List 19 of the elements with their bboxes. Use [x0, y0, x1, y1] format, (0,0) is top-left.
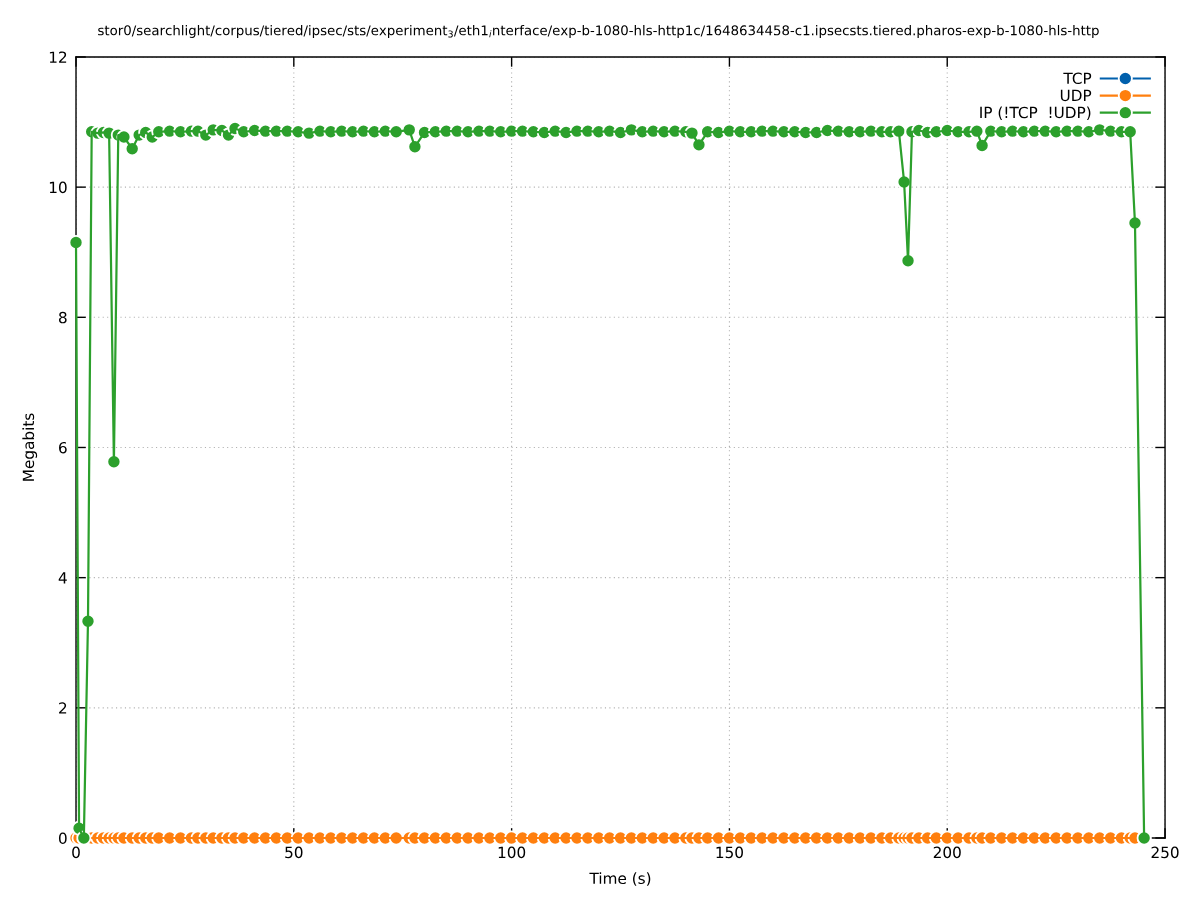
- x-tick-label: 250: [1151, 846, 1179, 859]
- y-tick-label: 2: [59, 702, 67, 714]
- y-axis-title: Megabits: [22, 413, 38, 481]
- legend-label: UDP: [1060, 89, 1092, 102]
- y-tick-label: 12: [49, 51, 67, 63]
- x-tick-label: 0: [72, 846, 80, 859]
- chart-title: stor0/searchlight/corpus/tiered/ipsec/sts/experiment$_{3}$/eth1$_{i}$nterface/exp-b-1080-hls-http1c/1648634458-c1.ipsecsts.tiered.pharos-exp-b-1080-hls-http: [98, 25, 1099, 38]
- x-axis-title: Time (s): [589, 872, 651, 886]
- x-tick-label: 200: [933, 846, 961, 859]
- x-tick-label: 100: [498, 846, 526, 859]
- y-tick-label: 0: [58, 832, 67, 845]
- legend-label: TCP: [1063, 72, 1092, 85]
- x-tick-label: 50: [285, 846, 303, 859]
- y-tick-label: 6: [59, 441, 67, 454]
- legend-label: IP (!TCP !UDP): [980, 106, 1091, 121]
- y-tick-label: 4: [58, 572, 67, 584]
- y-tick-label: 10: [49, 181, 67, 194]
- y-tick-label: 8: [58, 311, 67, 324]
- x-tick-label: 150: [716, 846, 743, 859]
